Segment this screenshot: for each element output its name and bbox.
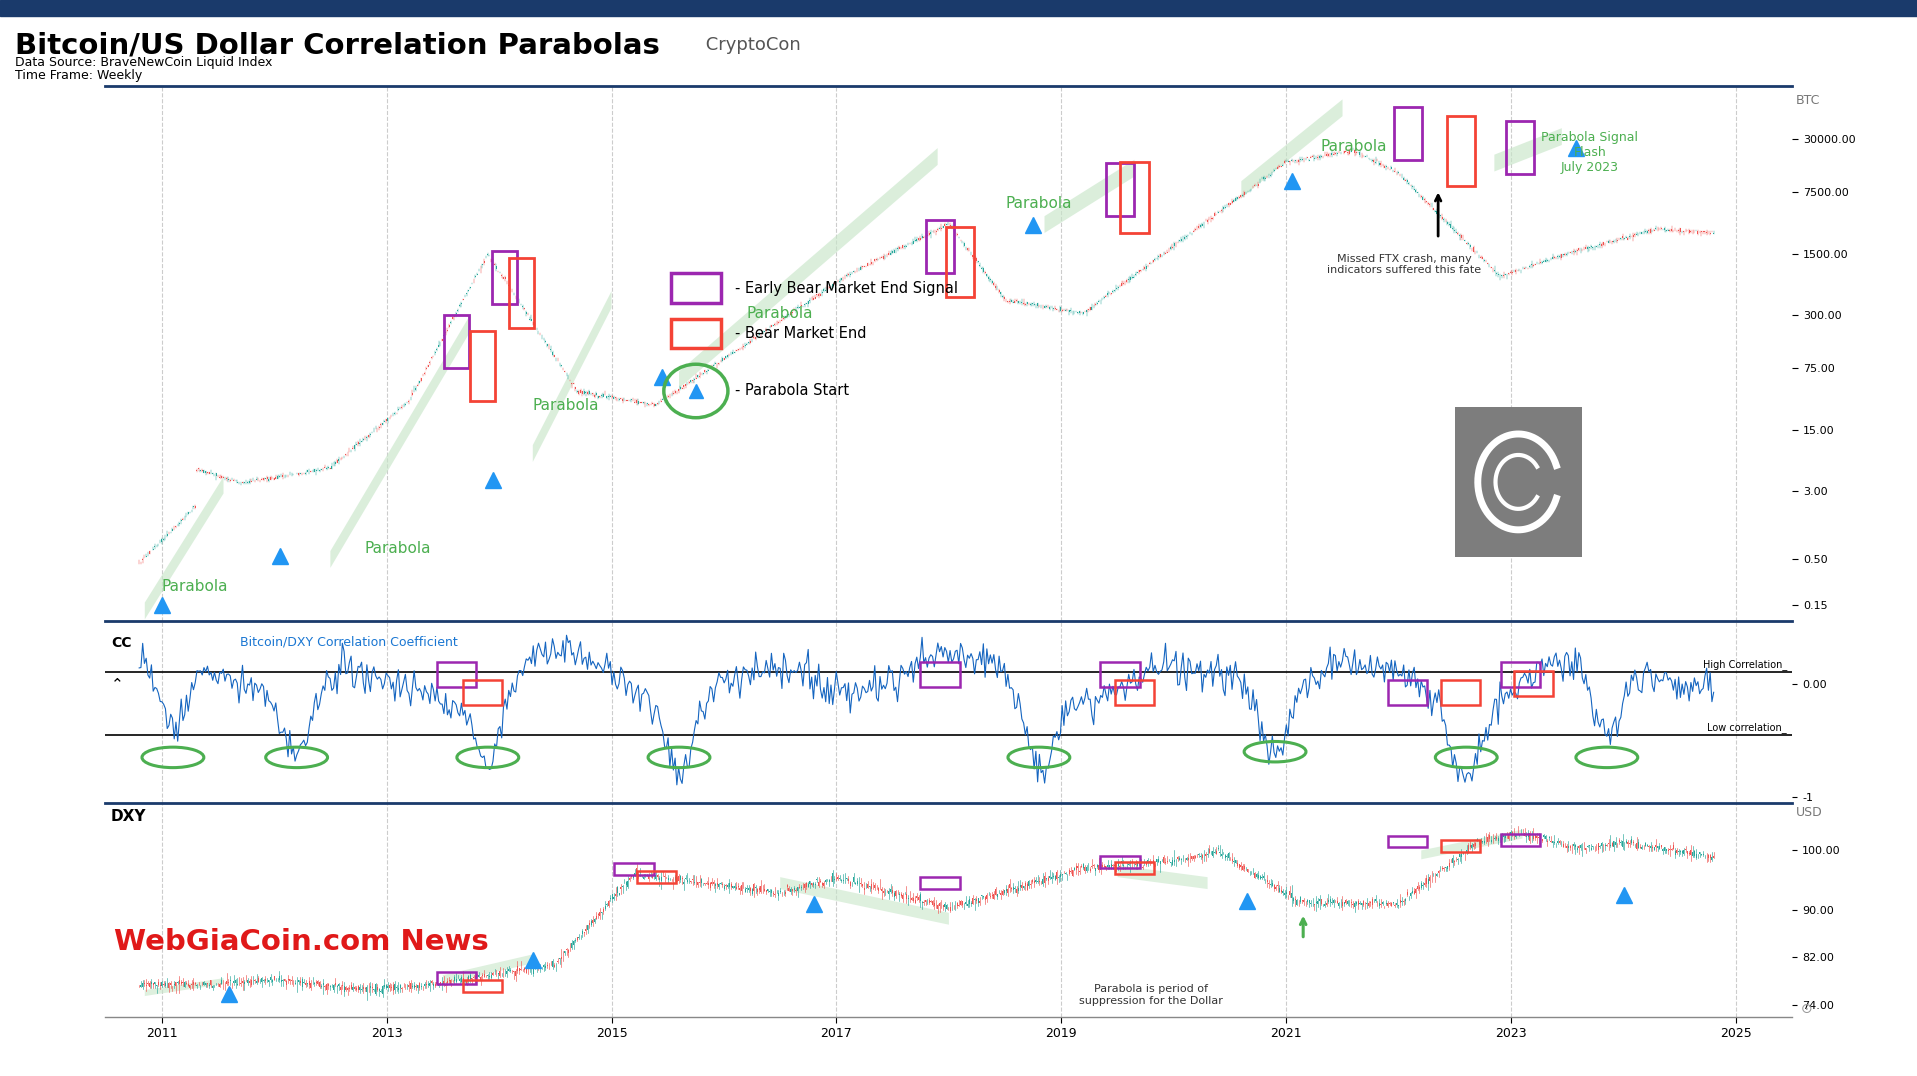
Bar [437,662,475,686]
Bar [1394,107,1422,159]
Bar [1100,856,1139,868]
Bar [1116,862,1154,874]
Polygon shape [533,292,612,462]
Polygon shape [1118,865,1208,889]
Bar [1388,836,1428,848]
Text: Parabola is period of
suppression for the Dollar: Parabola is period of suppression for th… [1079,985,1223,1006]
Text: CryptoCon: CryptoCon [700,37,801,54]
Bar [445,315,468,368]
Text: ⊙: ⊙ [1800,1002,1812,1016]
Bar [671,273,721,302]
Polygon shape [146,978,224,996]
Text: - Bear Market End: - Bear Market End [734,326,866,341]
Bar [1514,671,1553,696]
Text: Bitcoin/US Dollar Correlation Parabolas: Bitcoin/US Dollar Correlation Parabolas [15,31,659,59]
Text: Data Source: BraveNewCoin Liquid Index: Data Source: BraveNewCoin Liquid Index [15,56,272,69]
Bar [1120,162,1148,232]
Bar [462,680,502,705]
Text: - Early Bear Market End Signal: - Early Bear Market End Signal [734,281,958,296]
Bar [462,980,502,992]
Text: Parabola: Parabola [1005,196,1072,211]
Text: WebGiaCoin.com News: WebGiaCoin.com News [113,928,489,955]
Bar [671,318,721,349]
Text: Parabola: Parabola [533,398,600,413]
Text: Parabola Signal
Flash
July 2023: Parabola Signal Flash July 2023 [1541,131,1639,174]
Text: Parabola: Parabola [161,579,228,594]
Bar [926,221,955,273]
Bar [1501,662,1539,686]
Bar [470,330,495,400]
Text: Time Frame: Weekly: Time Frame: Weekly [15,69,142,82]
Bar [437,973,475,985]
Bar [920,877,960,889]
Text: BTC: BTC [1796,94,1819,108]
Bar [493,251,518,305]
Text: Missed FTX crash, many
indicators suffered this fate: Missed FTX crash, many indicators suffer… [1327,254,1482,275]
Bar [1388,680,1428,705]
Text: DXY: DXY [111,809,146,824]
Bar [1116,680,1154,705]
Polygon shape [146,477,224,620]
Polygon shape [443,954,533,985]
Text: Parabola: Parabola [746,306,813,321]
Text: ⌃: ⌃ [111,676,125,691]
Polygon shape [679,148,937,388]
Text: Parabola: Parabola [364,540,431,555]
Polygon shape [1045,159,1135,233]
Bar [636,872,677,883]
Polygon shape [330,313,472,568]
Bar [947,227,974,297]
Bar [1106,164,1135,216]
Polygon shape [1495,128,1562,171]
Bar [1442,680,1480,705]
Polygon shape [1420,830,1522,860]
Text: - Parabola Start: - Parabola Start [734,383,849,398]
Bar [1507,122,1534,174]
Text: Bitcoin/DXY Correlation Coefficient: Bitcoin/DXY Correlation Coefficient [240,636,458,649]
Bar [920,662,960,686]
Bar [1442,839,1480,851]
Bar [1100,662,1139,686]
Polygon shape [780,877,949,924]
Bar [510,258,535,328]
Text: CC: CC [111,636,132,650]
Bar [613,863,654,876]
Text: Parabola: Parabola [1321,139,1386,154]
Text: Low correlation_: Low correlation_ [1708,722,1787,733]
Polygon shape [1242,99,1342,198]
Bar [1501,834,1539,846]
Bar [1447,116,1474,186]
Text: High Correlation_: High Correlation_ [1702,660,1787,670]
Text: USD: USD [1796,806,1823,819]
